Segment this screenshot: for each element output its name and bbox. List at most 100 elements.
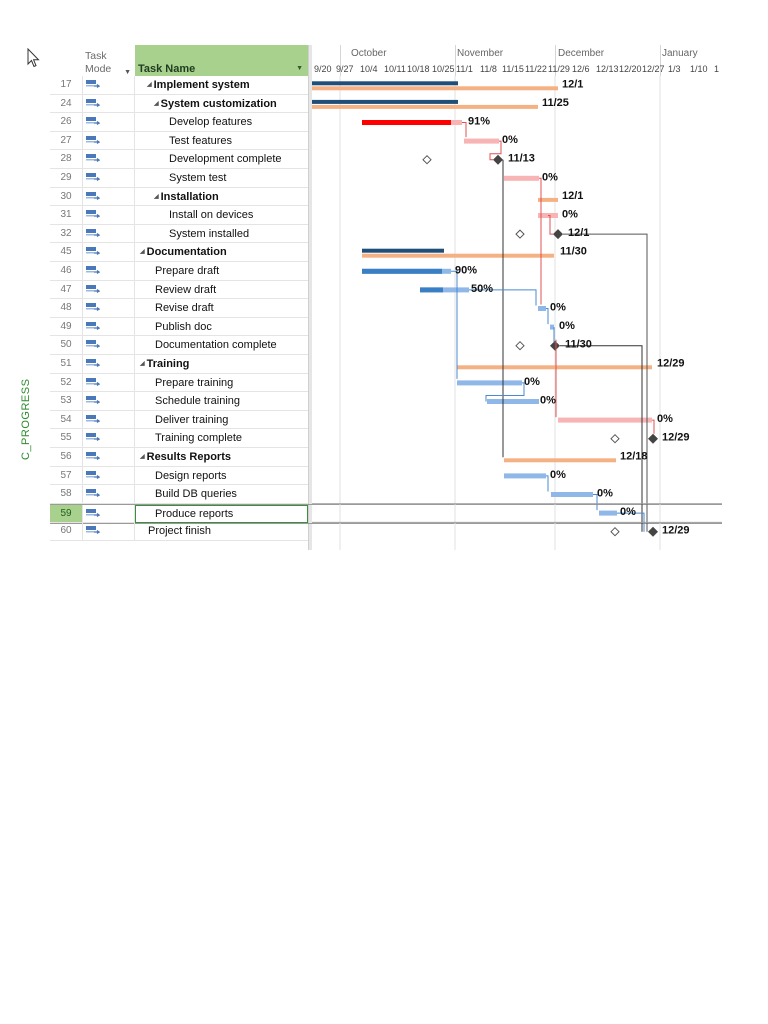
task-row[interactable]: 53 Schedule training [50,392,722,411]
task-row[interactable]: 26 Develop features [50,113,722,132]
collapse-toggle-icon[interactable]: ◢ [140,249,145,256]
task-bar[interactable] [420,287,469,293]
task-id[interactable]: 59 [50,504,83,524]
task-mode-cell[interactable] [83,169,135,188]
task-progress-bar[interactable] [362,120,451,125]
task-name-cell[interactable]: Revise draft [135,299,308,318]
task-bar[interactable] [487,399,539,404]
task-mode-cell[interactable] [83,224,135,244]
task-row[interactable]: 31 Install on devices [50,206,722,225]
summary-bar[interactable] [312,104,538,109]
task-id[interactable]: 50 [50,336,83,355]
task-mode-cell[interactable] [83,76,135,95]
milestone-diamond[interactable] [648,526,658,537]
summary-bar[interactable] [362,253,554,258]
task-mode-cell[interactable] [83,262,135,281]
task-mode-cell[interactable] [83,373,135,393]
task-row[interactable]: 51 ◢ Training [50,355,722,374]
task-id[interactable]: 27 [50,131,83,151]
milestone-diamond[interactable] [648,433,658,444]
task-mode-cell[interactable] [83,504,135,524]
task-id[interactable]: 29 [50,169,83,188]
task-row[interactable]: 28 Development complete [50,150,722,169]
task-mode-cell[interactable] [83,485,135,504]
task-name-cell[interactable]: Training complete [135,429,308,448]
task-mode-cell[interactable] [83,522,135,541]
task-bar[interactable] [599,510,617,516]
milestone-diamond[interactable] [550,340,560,351]
task-bar[interactable] [504,175,539,181]
summary-progress-bar[interactable] [312,81,458,86]
task-bar[interactable] [558,417,652,423]
task-name-cell[interactable]: Prepare training [135,374,308,393]
task-bar[interactable] [538,306,546,311]
task-row[interactable]: 54 Deliver training [50,410,722,430]
task-row[interactable]: 50 Documentation complete [50,336,722,355]
task-row[interactable]: 60 Project finish [50,522,722,541]
task-progress-bar[interactable] [362,268,442,274]
task-row[interactable]: 29 System test [50,169,722,188]
collapse-toggle-icon[interactable]: ◢ [147,82,152,89]
view-bar-label[interactable]: C_PROGRESS [20,378,32,460]
task-id[interactable]: 45 [50,243,83,262]
task-mode-cell[interactable] [83,299,135,318]
task-name-cell[interactable]: ◢ Documentation [135,243,308,262]
task-name-cell[interactable]: ◢ System customization [135,95,308,114]
task-id[interactable]: 52 [50,373,83,393]
milestone-diamond[interactable] [553,229,563,240]
task-name-cell[interactable]: ◢ Installation [135,188,308,207]
summary-bar[interactable] [312,86,558,91]
collapse-toggle-icon[interactable]: ◢ [154,100,159,107]
task-row[interactable]: 56 ◢ Results Reports [50,448,722,467]
task-id[interactable]: 57 [50,466,83,486]
task-mode-cell[interactable] [83,355,135,374]
task-row[interactable]: 55 Training complete [50,429,722,448]
task-name-cell[interactable]: Develop features [135,113,308,132]
task-name-cell[interactable]: Produce reports [135,504,308,524]
task-bar[interactable] [504,473,546,479]
task-id[interactable]: 48 [50,299,83,318]
task-name-cell[interactable]: ◢ Training [135,355,308,374]
task-name-cell[interactable]: Schedule training [135,392,308,411]
task-row[interactable]: 48 Revise draft [50,299,722,318]
view-divider[interactable] [308,45,312,550]
task-mode-cell[interactable] [83,448,135,467]
task-name-cell[interactable]: Prepare draft [135,262,308,281]
task-name-cell[interactable]: Install on devices [135,206,308,225]
task-id[interactable]: 56 [50,448,83,467]
task-row[interactable]: 24 ◢ System customization [50,94,722,114]
task-name-cell[interactable]: Review draft [135,281,308,300]
summary-bar[interactable] [457,365,652,370]
summary-progress-bar[interactable] [362,248,444,253]
task-row[interactable]: 58 Build DB queries [50,485,722,504]
task-row[interactable]: 46 Prepare draft [50,262,722,281]
task-bar[interactable] [550,324,554,330]
task-row[interactable]: 32 System installed [50,224,722,244]
task-mode-cell[interactable] [83,94,135,114]
task-name-cell[interactable]: Documentation complete [135,336,308,355]
summary-bar[interactable] [504,458,616,463]
task-id[interactable]: 24 [50,94,83,114]
task-row[interactable]: 45 ◢ Documentation [50,243,722,262]
task-name-cell[interactable]: Design reports [135,467,308,486]
task-id[interactable]: 17 [50,76,83,95]
task-id[interactable]: 58 [50,485,83,504]
task-mode-cell[interactable] [83,466,135,486]
task-id[interactable]: 31 [50,206,83,225]
task-id[interactable]: 28 [50,150,83,169]
collapse-toggle-icon[interactable]: ◢ [154,193,159,200]
task-mode-cell[interactable] [83,317,135,337]
summary-progress-bar[interactable] [312,99,458,104]
task-mode-cell[interactable] [83,429,135,448]
task-row[interactable]: 27 Test features [50,131,722,151]
summary-bar[interactable] [538,197,558,202]
task-name-cell[interactable]: Publish doc [135,318,308,337]
task-name-cell[interactable]: Development complete [135,150,308,169]
task-bar[interactable] [464,138,499,144]
task-name-cell[interactable]: ◢ Results Reports [135,448,308,467]
task-id[interactable]: 32 [50,224,83,244]
task-name-cell[interactable]: System installed [135,225,308,244]
filter-dropdown-icon[interactable]: ▼ [124,69,131,76]
task-mode-cell[interactable] [83,243,135,262]
task-mode-cell[interactable] [83,131,135,151]
